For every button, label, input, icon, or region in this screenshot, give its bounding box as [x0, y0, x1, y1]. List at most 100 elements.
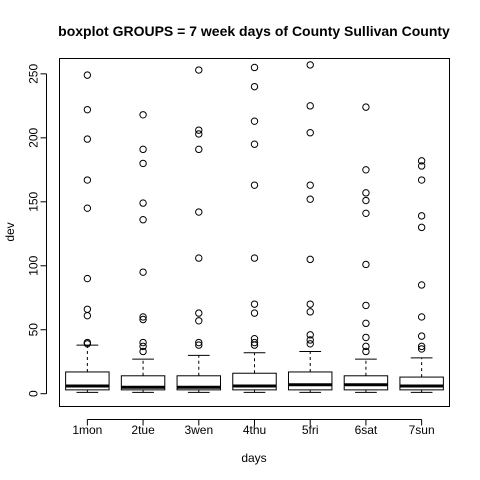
- x-tick-label: 4thu: [243, 423, 266, 437]
- outlier-point: [362, 342, 370, 351]
- outlier-point: [139, 342, 147, 351]
- outlier-point: [417, 176, 426, 184]
- outlier-point: [195, 208, 203, 216]
- x-tick-label: 6sat: [355, 423, 378, 437]
- outlier-point: [250, 254, 259, 262]
- box-1mon: [65, 71, 110, 393]
- outlier-point: [306, 308, 314, 316]
- x-axis-label: days: [241, 451, 266, 465]
- outlier-point: [83, 105, 92, 114]
- outlier-point: [362, 347, 370, 356]
- outlier-point: [139, 159, 147, 168]
- y-tick-label: 50: [27, 323, 41, 337]
- x-tick-label: 5fri: [302, 423, 319, 437]
- outlier-point: [417, 223, 426, 232]
- outlier-point: [362, 260, 370, 269]
- outlier-point: [306, 336, 314, 344]
- outlier-point: [417, 157, 426, 165]
- outlier-point: [306, 61, 314, 69]
- outlier-point: [250, 117, 259, 125]
- outlier-point: [139, 145, 147, 154]
- plot-frame: [59, 58, 450, 407]
- outlier-point: [362, 333, 370, 342]
- box-2tue: [120, 111, 166, 393]
- outlier-point: [83, 305, 92, 313]
- outlier-point: [362, 189, 370, 197]
- boxes: [65, 61, 444, 393]
- outlier-point: [417, 342, 426, 351]
- outlier-point: [417, 345, 426, 353]
- outlier-point: [195, 338, 203, 347]
- outlier-point: [362, 301, 370, 310]
- y-tick-label: 150: [27, 191, 41, 211]
- x-tick-label: 2tue: [131, 423, 155, 437]
- outlier-point: [139, 268, 147, 276]
- outlier-point: [83, 135, 92, 143]
- outlier-point: [250, 140, 259, 148]
- outlier-point: [195, 317, 203, 325]
- outlier-point: [83, 176, 92, 184]
- y-axis: 0 50 100 150 200 250: [27, 64, 47, 397]
- box-5fri: [287, 61, 333, 393]
- x-axis: 1mon 2tue 3wen 4thu 5fri 6sat 7sun: [72, 419, 435, 437]
- box-3wen: [176, 66, 222, 393]
- outlier-point: [139, 216, 147, 224]
- outlier-point: [306, 331, 314, 339]
- outlier-point: [306, 340, 314, 348]
- outlier-point: [250, 181, 259, 189]
- y-tick-label: 250: [27, 64, 41, 84]
- outlier-point: [139, 199, 147, 207]
- outlier-point: [417, 162, 426, 170]
- outlier-point: [139, 338, 147, 347]
- outlier-point: [417, 212, 426, 220]
- outlier-point: [250, 300, 259, 308]
- outlier-point: [195, 309, 203, 317]
- outlier-point: [306, 300, 314, 308]
- outlier-point: [139, 315, 147, 324]
- x-tick-label: 1mon: [72, 423, 102, 437]
- outlier-point: [306, 255, 314, 264]
- outlier-point: [250, 338, 259, 347]
- outlier-point: [195, 341, 203, 349]
- iqr-box: [399, 376, 444, 391]
- outlier-point: [362, 209, 370, 218]
- outlier-point: [139, 313, 147, 321]
- iqr-box: [287, 371, 333, 391]
- outlier-point: [139, 111, 147, 119]
- outlier-point: [306, 181, 314, 189]
- box-6sat: [343, 103, 389, 393]
- outlier-point: [83, 204, 92, 212]
- outlier-point: [83, 274, 92, 283]
- outlier-point: [306, 129, 314, 137]
- outlier-point: [195, 66, 203, 74]
- outlier-point: [362, 319, 370, 328]
- outlier-point: [417, 313, 426, 321]
- y-tick-label: 100: [27, 255, 41, 275]
- outlier-point: [195, 130, 203, 138]
- outlier-point: [250, 309, 259, 317]
- box-7sun: [399, 157, 444, 393]
- outlier-point: [362, 103, 370, 111]
- outlier-point: [195, 254, 203, 262]
- chart-title: boxplot GROUPS = 7 week days of County S…: [58, 23, 450, 39]
- outlier-point: [362, 196, 370, 205]
- outlier-point: [195, 126, 203, 134]
- x-tick-label: 7sun: [409, 423, 435, 437]
- y-tick-label: 200: [27, 127, 41, 147]
- x-tick-label: 3wen: [184, 423, 213, 437]
- outlier-point: [83, 311, 92, 320]
- outlier-point: [250, 63, 259, 72]
- outlier-point: [195, 145, 203, 154]
- outlier-point: [306, 195, 314, 203]
- outlier-point: [417, 281, 426, 289]
- outlier-point: [250, 82, 259, 91]
- outlier-point: [83, 340, 92, 348]
- box-4thu: [232, 63, 277, 393]
- outlier-point: [83, 71, 92, 79]
- outlier-point: [139, 347, 147, 356]
- outlier-point: [362, 166, 370, 174]
- iqr-box: [343, 375, 389, 391]
- outlier-point: [417, 332, 426, 340]
- y-tick-label: 0: [27, 390, 41, 397]
